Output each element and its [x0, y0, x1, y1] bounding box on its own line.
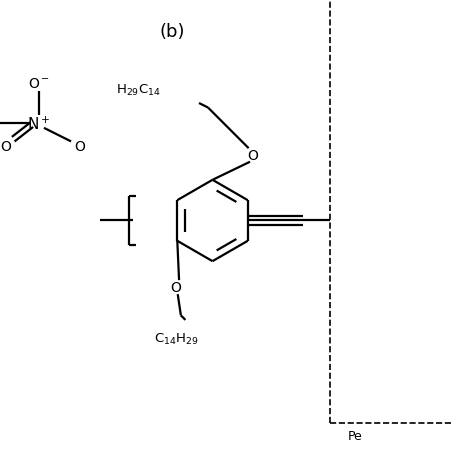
Text: O: O: [74, 140, 84, 154]
Text: (b): (b): [159, 23, 184, 41]
Text: O: O: [0, 140, 11, 154]
Text: C$_{14}$H$_{29}$: C$_{14}$H$_{29}$: [154, 331, 198, 347]
Text: N$^+$: N$^+$: [27, 115, 50, 133]
Text: O: O: [246, 149, 257, 163]
Text: O$^-$: O$^-$: [28, 77, 50, 91]
Text: Pe: Pe: [347, 428, 362, 442]
Text: H$_{29}$C$_{14}$: H$_{29}$C$_{14}$: [115, 83, 160, 98]
Text: O: O: [170, 280, 180, 294]
